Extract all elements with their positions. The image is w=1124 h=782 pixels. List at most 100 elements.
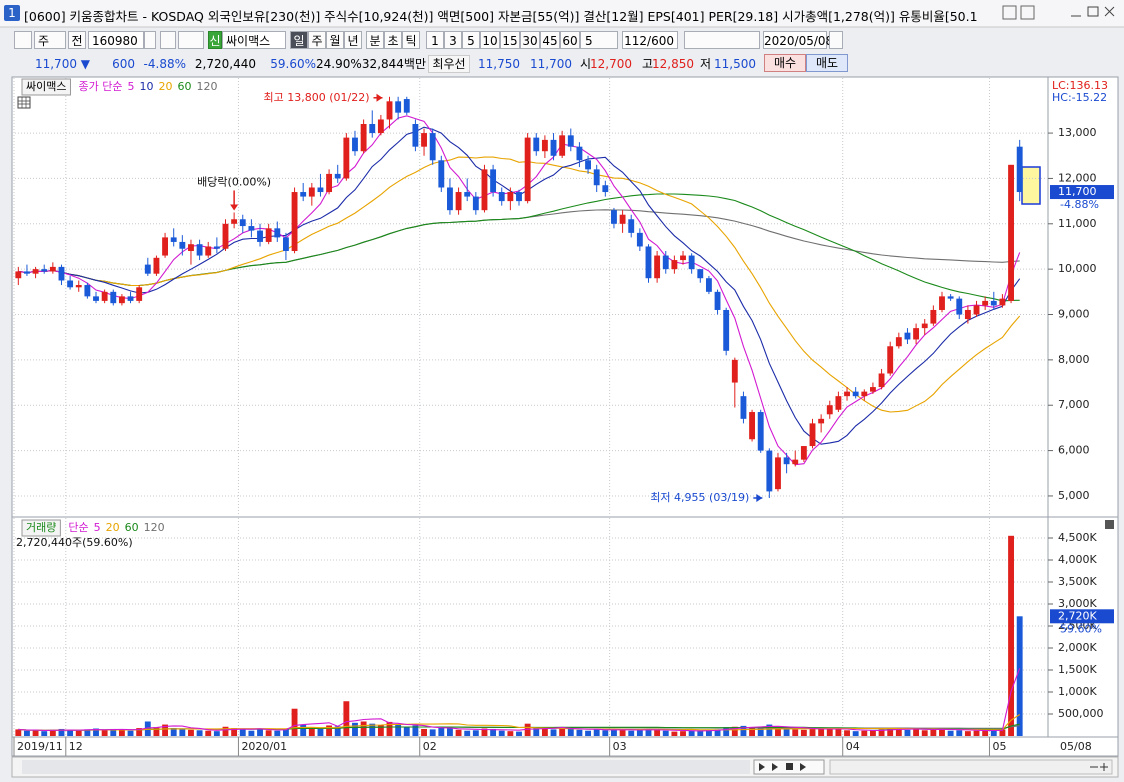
volume-bar <box>32 730 39 736</box>
volume-bar <box>887 727 894 736</box>
tool-icons[interactable] <box>684 31 760 49</box>
candle-body <box>524 137 531 202</box>
volume-bar <box>403 727 410 736</box>
toolbar-button[interactable]: 분 <box>366 31 384 49</box>
count-select[interactable]: 5 <box>580 31 618 49</box>
candle-body <box>93 296 99 301</box>
toolbar-button[interactable]: 일 <box>290 31 308 49</box>
toolbar-button[interactable]: 주 <box>308 31 326 49</box>
window-title: [0600] 키움종합차트 - KOSDAQ 외국인보유[230(천)] 주식수… <box>24 9 978 24</box>
code-input[interactable]: 160980 <box>88 31 144 49</box>
y-tick-label: 7,000 <box>1058 398 1090 411</box>
x-tick-label: 2019/11 <box>17 740 63 753</box>
volume-bar <box>878 729 885 736</box>
x-tick-label: 02 <box>423 740 437 753</box>
zoom-icons <box>1090 763 1108 771</box>
candle-body <box>118 296 125 304</box>
volume-bar <box>939 728 945 736</box>
candle-body <box>101 291 108 301</box>
toolbar-button[interactable]: 10 <box>480 31 500 49</box>
annotation-low: 최저 4,955 (03/19) <box>650 491 749 504</box>
volume-bar <box>818 728 825 736</box>
candle-body <box>265 228 272 242</box>
volume-bar <box>75 730 82 736</box>
window-controls[interactable] <box>1071 6 1115 17</box>
legend-item: 120 <box>144 521 165 534</box>
toolbar-button[interactable]: 5 <box>462 31 480 49</box>
volume-bar <box>800 729 807 736</box>
table-icon-grid <box>18 97 30 108</box>
volume-bar <box>766 724 773 736</box>
legend-box <box>21 78 71 96</box>
toolbar-button[interactable]: 틱 <box>402 31 420 49</box>
candle-body <box>636 232 643 247</box>
volume-bar <box>869 730 876 736</box>
volume-bar <box>809 728 816 736</box>
volume-bar <box>490 728 497 736</box>
volume-bar <box>41 731 48 736</box>
code-dropdown[interactable] <box>144 31 156 49</box>
candle-body <box>792 459 799 465</box>
zoom-controls[interactable] <box>829 759 1113 775</box>
count-input[interactable]: 112/600 <box>622 31 678 49</box>
y-tick-label: 13,000 <box>1058 126 1097 139</box>
toolbar-button[interactable]: 1 <box>426 31 444 49</box>
menu-icon[interactable] <box>14 31 32 49</box>
volume-bar <box>308 727 315 736</box>
search-button[interactable] <box>160 31 176 49</box>
volume-bar <box>360 721 367 736</box>
volume-bar <box>421 728 427 736</box>
candle-body <box>844 391 850 397</box>
legend-item: 60 <box>177 80 191 93</box>
volume-bar <box>472 730 479 736</box>
legend-title: 싸이맥스 <box>26 80 66 93</box>
toolbar-button[interactable]: 월 <box>326 31 344 49</box>
toolbar-button[interactable]: 45 <box>540 31 560 49</box>
volume-bar <box>239 729 246 736</box>
scroll-track[interactable] <box>22 760 750 774</box>
volume-bar <box>541 728 548 736</box>
date-input[interactable]: 2020/05/08 <box>763 31 833 49</box>
candle-body <box>783 457 790 465</box>
sound-button[interactable] <box>178 31 204 49</box>
volume-bar <box>481 728 488 736</box>
table-icon[interactable] <box>17 96 31 109</box>
panel-button[interactable] <box>1105 520 1114 529</box>
candle-body <box>213 246 220 249</box>
candle-body <box>67 280 74 288</box>
volume-bar <box>567 728 574 736</box>
toolbar-button[interactable]: 15 <box>500 31 520 49</box>
candle-body <box>196 244 203 256</box>
toolbar-button[interactable]: 30 <box>520 31 540 49</box>
sell-button[interactable]: 매도 <box>806 54 848 72</box>
volume-bar <box>1016 616 1023 736</box>
calendar-button[interactable] <box>829 31 843 49</box>
toolbar-button[interactable]: 년 <box>344 31 362 49</box>
toolbar-button[interactable]: 60 <box>560 31 580 49</box>
candle-body <box>58 266 65 281</box>
volume-bar <box>213 731 220 736</box>
candle-body <box>1008 164 1014 301</box>
candle-body <box>671 260 678 270</box>
candle-body <box>205 246 212 256</box>
market-select[interactable]: 주 <box>34 31 66 49</box>
candle-body <box>153 257 160 274</box>
volume-bar <box>136 728 143 736</box>
last-volume-box <box>1050 609 1114 624</box>
volume-bar <box>947 730 954 736</box>
y-tick-label: 2,000K <box>1058 641 1097 654</box>
volume-bar <box>300 724 307 736</box>
candle-body <box>231 219 238 224</box>
window-button[interactable] <box>1020 5 1035 20</box>
stock-name[interactable]: 싸이맥스 <box>222 31 286 49</box>
toolbar-button[interactable]: 3 <box>444 31 462 49</box>
prev-button[interactable]: 전 <box>68 31 86 49</box>
toolbar-button[interactable]: 초 <box>384 31 402 49</box>
candle-body <box>75 285 82 288</box>
candle-body <box>939 296 945 310</box>
best-label: 최우선 <box>428 55 470 73</box>
high: 12,850 <box>652 57 694 71</box>
window-button[interactable] <box>1002 5 1017 20</box>
buy-button[interactable]: 매수 <box>764 54 806 72</box>
candle-body <box>541 139 548 152</box>
